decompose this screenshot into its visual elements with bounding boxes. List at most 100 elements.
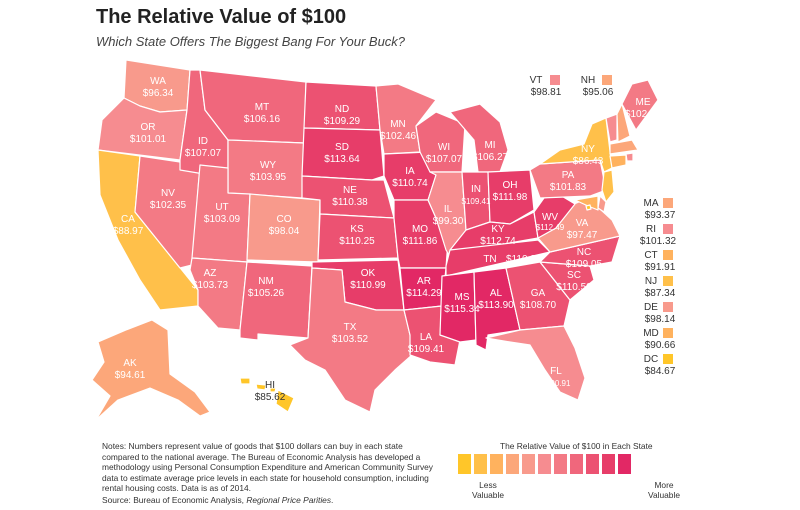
label-sc-value: $110.50 bbox=[556, 282, 592, 293]
key-square-ri bbox=[663, 224, 673, 234]
legend-more-label: More Valuable bbox=[648, 480, 680, 500]
label-nj-code: NJ bbox=[645, 276, 657, 287]
source-suffix: . bbox=[331, 494, 334, 505]
label-al-code: AL bbox=[490, 288, 503, 299]
label-ut-code: UT bbox=[215, 202, 228, 213]
state-vt bbox=[605, 113, 618, 143]
label-md-value: $90.66 bbox=[645, 340, 676, 351]
label-co-value: $98.04 bbox=[269, 226, 300, 237]
state-sd bbox=[301, 127, 385, 181]
label-fl-code: FL bbox=[550, 366, 562, 377]
legend-swatch-5 bbox=[522, 454, 535, 474]
label-ct-code: CT bbox=[644, 250, 657, 261]
source-line: Source: Bureau of Economic Analysis, Reg… bbox=[102, 495, 442, 506]
label-nd-value: $109.29 bbox=[324, 116, 361, 127]
label-tx-code: TX bbox=[344, 322, 357, 333]
label-id-value: $107.07 bbox=[185, 148, 222, 159]
label-in-value: $109.41 bbox=[462, 197, 491, 206]
state-md bbox=[574, 195, 599, 211]
label-ut-value: $103.09 bbox=[204, 214, 241, 225]
legend-color-scale bbox=[458, 454, 631, 474]
label-nd-code: ND bbox=[335, 104, 349, 115]
label-or-code: OR bbox=[141, 122, 156, 133]
label-vt-code: VT bbox=[530, 75, 543, 86]
label-nm-value: $105.26 bbox=[248, 288, 285, 299]
chart-title: The Relative Value of $100 bbox=[96, 6, 347, 28]
key-square-vt bbox=[550, 75, 560, 85]
label-co-code: CO bbox=[277, 214, 292, 225]
label-hi-code: HI bbox=[265, 380, 275, 391]
label-pa-value: $101.83 bbox=[550, 182, 587, 193]
label-tn-value: $110.86 bbox=[506, 254, 542, 265]
label-nj-value: $87.34 bbox=[645, 288, 676, 299]
label-ak-value: $94.61 bbox=[115, 370, 146, 381]
label-la-code: LA bbox=[420, 332, 433, 343]
label-me-code: ME bbox=[636, 97, 651, 108]
state-tx bbox=[289, 267, 413, 413]
label-mo-value: $111.86 bbox=[403, 236, 438, 247]
label-va-code: VA bbox=[576, 218, 589, 229]
label-ok-value: $110.99 bbox=[350, 280, 386, 291]
label-ok-code: OK bbox=[361, 268, 376, 279]
label-ia-code: IA bbox=[405, 166, 415, 177]
chart-subtitle: Which State Offers The Biggest Bang For … bbox=[96, 34, 406, 49]
label-de-value: $98.14 bbox=[645, 314, 676, 325]
key-square-dc bbox=[663, 354, 673, 364]
label-ri-code: RI bbox=[646, 224, 656, 235]
label-wv-value: $112.49 bbox=[536, 223, 565, 232]
label-az-value: $103.73 bbox=[192, 280, 229, 291]
label-nh-value: $95.06 bbox=[583, 87, 614, 98]
label-me-value: $102.99 bbox=[625, 109, 662, 120]
state-oh bbox=[487, 169, 535, 225]
label-oh-value: $111.98 bbox=[493, 192, 528, 203]
state-me bbox=[621, 79, 659, 131]
legend-swatch-9 bbox=[586, 454, 599, 474]
label-ri-value: $101.32 bbox=[640, 236, 677, 247]
source-title: Regional Price Parities bbox=[246, 494, 332, 505]
label-ne-value: $110.38 bbox=[332, 197, 368, 208]
label-va-value: $97.47 bbox=[567, 230, 598, 241]
label-nv-value: $102.35 bbox=[150, 200, 187, 211]
label-ms-value: $115.34 bbox=[444, 304, 480, 315]
state-tn bbox=[445, 239, 551, 277]
label-dc-value: $84.67 bbox=[645, 366, 676, 377]
state-ms bbox=[439, 271, 477, 343]
label-ks-value: $110.25 bbox=[339, 236, 375, 247]
label-ms-code: MS bbox=[455, 292, 470, 303]
label-nh-code: NH bbox=[581, 75, 595, 86]
state-de bbox=[597, 195, 607, 213]
label-ma-value: $93.37 bbox=[645, 210, 676, 221]
label-il-code: IL bbox=[444, 204, 453, 215]
state-nh bbox=[616, 103, 631, 143]
label-ga-code: GA bbox=[531, 288, 546, 299]
state-ct bbox=[609, 154, 627, 169]
key-square-ct bbox=[663, 250, 673, 260]
label-nv-code: NV bbox=[161, 188, 175, 199]
label-de-code: DE bbox=[644, 302, 658, 313]
label-nc-code: NC bbox=[577, 247, 591, 258]
key-square-nj bbox=[663, 276, 673, 286]
state-nm bbox=[239, 261, 313, 341]
label-al-value: $113.90 bbox=[478, 300, 514, 311]
us-map: WA $96.34 OR $101.01 CA $88.97 NV $102.3… bbox=[91, 59, 677, 421]
label-wy-value: $103.95 bbox=[250, 172, 287, 183]
legend-swatch-6 bbox=[538, 454, 551, 474]
state-az bbox=[189, 257, 248, 331]
label-ny-code: NY bbox=[581, 144, 595, 155]
label-oh-code: OH bbox=[503, 180, 518, 191]
label-il-value: $99.30 bbox=[433, 216, 464, 227]
label-wy-code: WY bbox=[260, 160, 276, 171]
label-pa-code: PA bbox=[562, 170, 575, 181]
label-fl-value: $100.91 bbox=[542, 379, 571, 388]
label-ny-value: $86.43 bbox=[573, 156, 604, 167]
label-ca-code: CA bbox=[121, 214, 135, 225]
label-mn-value: $102.46 bbox=[380, 131, 417, 142]
label-wi-value: $107.07 bbox=[426, 154, 463, 165]
label-ia-value: $110.74 bbox=[392, 178, 428, 189]
state-ma bbox=[609, 139, 639, 155]
label-mo-code: MO bbox=[412, 224, 428, 235]
label-mi-code: MI bbox=[484, 140, 495, 151]
label-ca-value: $88.97 bbox=[113, 226, 144, 237]
label-sc-code: SC bbox=[567, 270, 581, 281]
label-wi-code: WI bbox=[438, 142, 450, 153]
